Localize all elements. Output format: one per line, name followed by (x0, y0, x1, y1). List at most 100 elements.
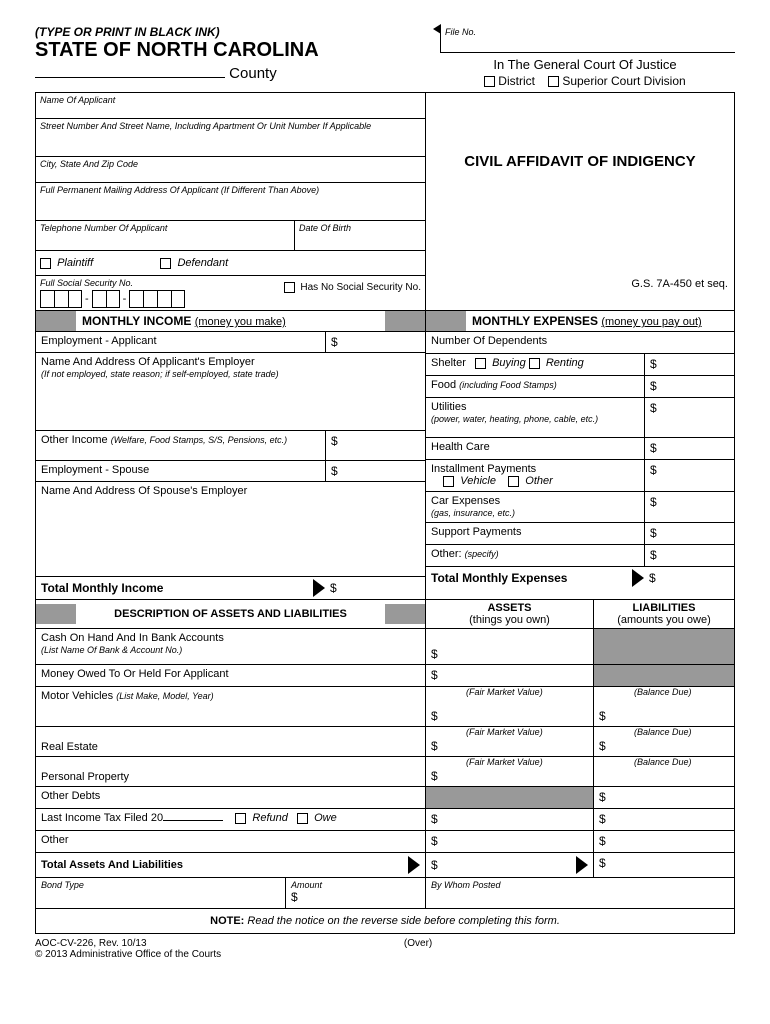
ssn-box[interactable] (54, 290, 68, 308)
court-checks: District Superior Court Division (435, 74, 735, 88)
support-dollar[interactable]: $ (644, 523, 734, 544)
car-exp-row: Car Expenses(gas, insurance, etc.) $ (426, 492, 734, 523)
other-exp-row: Other: (specify) $ (426, 545, 734, 567)
ssn-box[interactable] (92, 290, 106, 308)
district-checkbox[interactable] (484, 76, 495, 87)
superior-checkbox[interactable] (548, 76, 559, 87)
gray-block (426, 311, 466, 331)
tax-liab[interactable]: $ (594, 809, 734, 830)
bond-row: Bond Type Amount$ By Whom Posted (36, 878, 734, 909)
health-dollar[interactable]: $ (644, 438, 734, 459)
employer-address-box[interactable]: Name And Address Of Applicant's Employer… (36, 353, 425, 431)
dob-field[interactable]: Date Of Birth (295, 221, 425, 251)
renting-checkbox[interactable] (529, 358, 540, 369)
cash-desc[interactable]: Cash On Hand And In Bank Accounts(List N… (36, 629, 426, 664)
emp-spouse-label: Employment - Spouse (36, 461, 325, 481)
total-income-dollar[interactable]: $ (325, 577, 425, 599)
other-exp-dollar[interactable]: $ (644, 545, 734, 566)
vehicles-liab[interactable]: (Balance Due)$ (594, 687, 734, 726)
county-input-line[interactable] (35, 64, 225, 78)
footer-over: (Over) (404, 938, 432, 960)
owe-checkbox[interactable] (297, 813, 308, 824)
ssn-box[interactable] (40, 290, 54, 308)
emp-applicant-dollar[interactable]: $ (325, 332, 425, 352)
debts-desc[interactable]: Other Debts (36, 787, 426, 808)
other-asset-desc[interactable]: Other (36, 831, 426, 852)
expense-col: Number Of Dependents Shelter Buying Rent… (426, 332, 734, 599)
realestate-desc[interactable]: Real Estate (36, 727, 426, 756)
tax-asset[interactable]: $ (426, 809, 594, 830)
ssn-box[interactable] (106, 290, 120, 308)
applicant-section: Name Of Applicant Street Number And Stre… (36, 93, 734, 310)
copyright: © 2013 Administrative Office of the Cour… (35, 949, 221, 960)
other-inst-checkbox[interactable] (508, 476, 519, 487)
bond-type-field[interactable]: Bond Type (36, 878, 286, 908)
car-exp-dollar[interactable]: $ (644, 492, 734, 522)
footer-left: AOC-CV-226, Rev. 10/13 © 2013 Administra… (35, 938, 221, 960)
arrow-icon (408, 856, 420, 874)
file-no-field[interactable]: File No. (440, 25, 735, 53)
street-field[interactable]: Street Number And Street Name, Including… (36, 119, 425, 157)
name-field[interactable]: Name Of Applicant (36, 93, 425, 119)
owed-asset[interactable]: $ (426, 665, 594, 686)
emp-spouse-dollar[interactable]: $ (325, 461, 425, 481)
vehicles-asset[interactable]: (Fair Market Value)$ (426, 687, 594, 726)
bond-posted-field[interactable]: By Whom Posted (426, 878, 734, 908)
debts-liab[interactable]: $ (594, 787, 734, 808)
tax-desc: Last Income Tax Filed 20 Refund Owe (36, 809, 426, 830)
realestate-liab[interactable]: (Balance Due)$ (594, 727, 734, 756)
emp-applicant-label: Employment - Applicant (36, 332, 325, 352)
cash-asset[interactable]: $ (426, 629, 594, 664)
phone-field[interactable]: Telephone Number Of Applicant (36, 221, 295, 251)
car-exp-label: Car Expenses(gas, insurance, etc.) (426, 492, 644, 522)
shelter-dollar[interactable]: $ (644, 354, 734, 375)
spouse-employer-box[interactable]: Name And Address Of Spouse's Employer (36, 482, 425, 577)
utilities-dollar[interactable]: $ (644, 398, 734, 437)
total-expense-dollar[interactable]: $ (644, 567, 734, 589)
vehicles-desc[interactable]: Motor Vehicles (List Make, Model, Year) (36, 687, 426, 726)
personal-liab[interactable]: (Balance Due) (594, 757, 734, 786)
note-text: Read the notice on the reverse side befo… (247, 915, 559, 927)
owed-liab (594, 665, 734, 686)
ssn-box[interactable] (157, 290, 171, 308)
city-field[interactable]: City, State And Zip Code (36, 157, 425, 183)
ssn-box[interactable] (129, 290, 143, 308)
ssn-box[interactable] (143, 290, 157, 308)
installment-dollar[interactable]: $ (644, 460, 734, 491)
gray-block (385, 604, 425, 624)
court-text: In The General Court Of Justice (435, 57, 735, 72)
note-row: NOTE: Read the notice on the reverse sid… (36, 909, 734, 933)
tax-year-input[interactable] (163, 820, 223, 821)
defendant-checkbox[interactable] (160, 258, 171, 269)
district-label: District (498, 74, 535, 88)
owed-desc[interactable]: Money Owed To Or Held For Applicant (36, 665, 426, 686)
expense-header: MONTHLY EXPENSES (money you pay out) (426, 311, 734, 331)
expense-title: MONTHLY EXPENSES (money you pay out) (466, 311, 708, 331)
mailing-field[interactable]: Full Permanent Mailing Address Of Applic… (36, 183, 425, 221)
total-liab-val[interactable]: $ (594, 853, 734, 877)
buying-checkbox[interactable] (475, 358, 486, 369)
ssn-boxes: - - (40, 290, 276, 308)
personal-asset[interactable]: (Fair Market Value)$ (426, 757, 594, 786)
no-ssn-checkbox[interactable] (284, 282, 295, 293)
header-row: (TYPE OR PRINT IN BLACK INK) STATE OF NO… (35, 25, 735, 88)
other-liab-val[interactable]: $ (594, 831, 734, 852)
other-income-dollar[interactable]: $ (325, 431, 425, 460)
main-form: Name Of Applicant Street Number And Stre… (35, 92, 735, 934)
dependents-label: Number Of Dependents (426, 332, 734, 353)
liab-col-header: LIABILITIES(amounts you owe) (594, 600, 734, 628)
refund-checkbox[interactable] (235, 813, 246, 824)
assets-col-header: ASSETS(things you own) (426, 600, 594, 628)
total-expense-label: Total Monthly Expenses (426, 567, 632, 589)
ssn-box[interactable] (68, 290, 82, 308)
total-assets-val[interactable]: $ (426, 853, 594, 877)
vehicle-checkbox[interactable] (443, 476, 454, 487)
ssn-box[interactable] (171, 290, 185, 308)
applicant-left: Name Of Applicant Street Number And Stre… (36, 93, 426, 310)
plaintiff-checkbox[interactable] (40, 258, 51, 269)
realestate-asset[interactable]: (Fair Market Value)$ (426, 727, 594, 756)
bond-amount-field[interactable]: Amount$ (286, 878, 426, 908)
other-asset-val[interactable]: $ (426, 831, 594, 852)
food-dollar[interactable]: $ (644, 376, 734, 397)
personal-desc[interactable]: Personal Property (36, 757, 426, 786)
